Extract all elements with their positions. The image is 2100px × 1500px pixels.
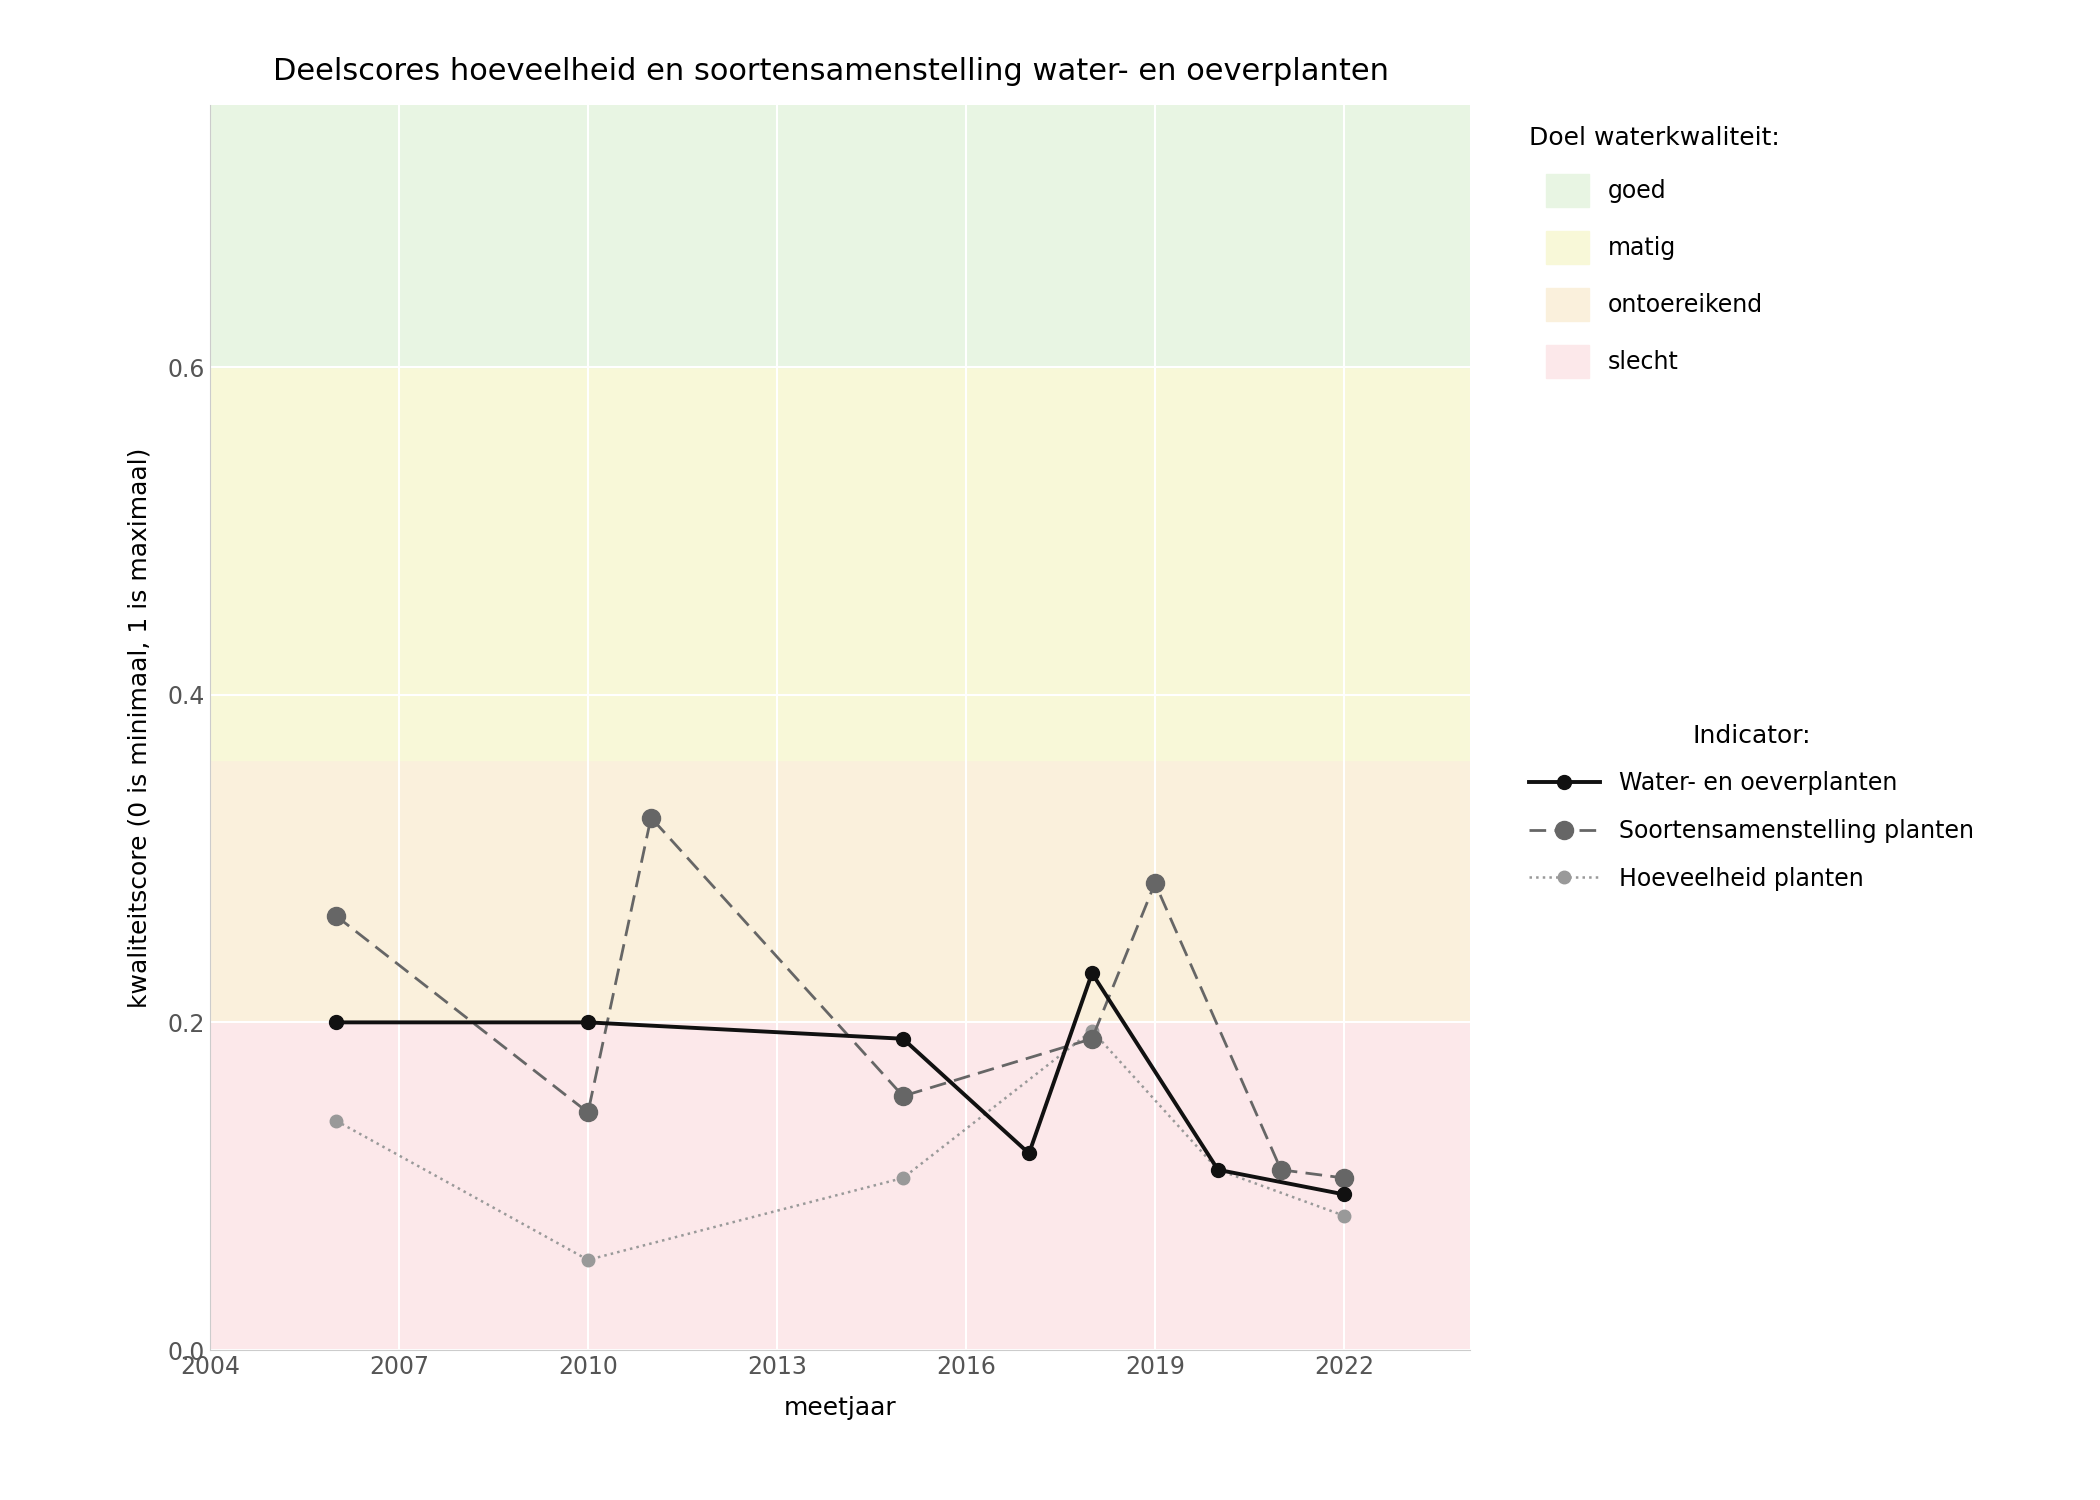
Bar [210, 1023, 1470, 1350]
Y-axis label: kwaliteitscore (0 is minimaal, 1 is maximaal): kwaliteitscore (0 is minimaal, 1 is maxi… [128, 447, 151, 1008]
Bar [210, 760, 1470, 1023]
Bar [210, 368, 1470, 760]
X-axis label: meetjaar: meetjaar [783, 1395, 897, 1419]
Text: Deelscores hoeveelheid en soortensamenstelling water- en oeverplanten: Deelscores hoeveelheid en soortensamenst… [273, 57, 1388, 86]
Legend: Water- en oeverplanten, Soortensamenstelling planten, Hoeveelheid planten: Water- en oeverplanten, Soortensamenstel… [1520, 714, 1982, 900]
Bar [210, 105, 1470, 368]
